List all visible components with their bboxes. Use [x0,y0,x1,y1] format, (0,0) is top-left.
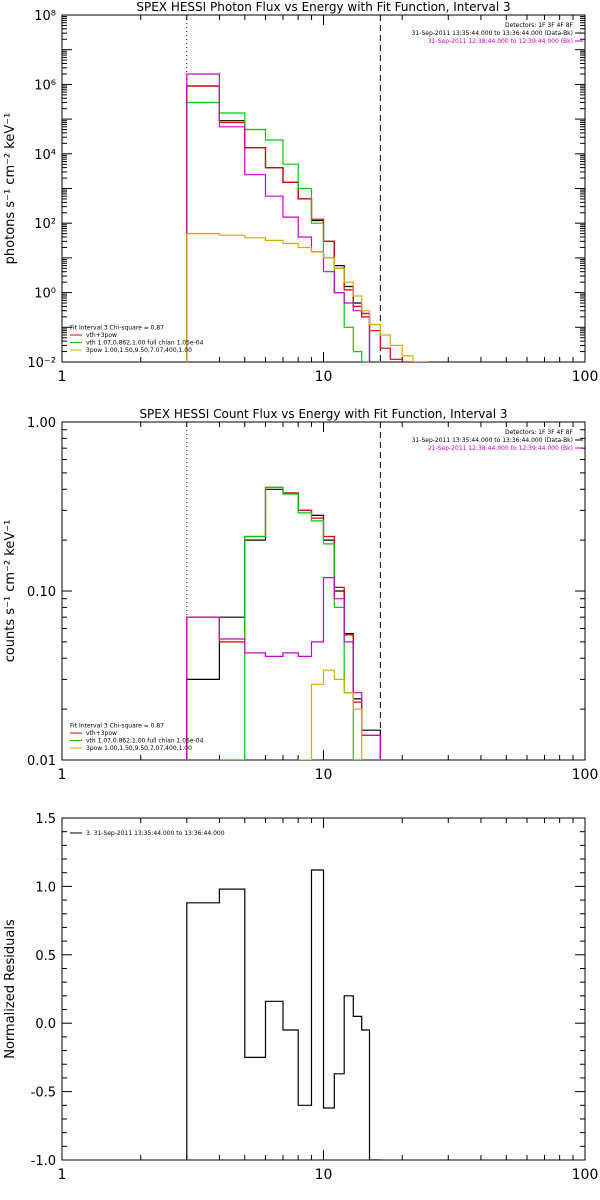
legend-entry: vth 1.07,0.862,1.00 full chian 1.05e-04 [86,738,204,745]
header-line: Detectors: 1F 3F 4F 8F [505,429,574,436]
y-axis-label: photons s⁻¹ cm⁻² keV⁻¹ [3,113,18,265]
y-tick-label: 1.0 [35,880,56,895]
y-tick-label: 10⁰ [34,287,56,302]
legend-entry: Fit Interval 3 Chi-square = 0.87 [70,325,164,332]
legend-entry: Fit Interval 3 Chi-square = 0.87 [70,723,164,730]
legend-entry: vth+3pow [86,332,117,339]
chart-title: SPEX HESSI Count Flux vs Energy with Fit… [139,407,507,421]
y-tick-label: 1.00 [27,416,56,431]
y-tick-label: -1.0 [31,1154,56,1169]
header-line: Detectors: 1F 3F 4F 8F [505,22,574,29]
plot-frame [61,14,586,363]
series-4-line [186,233,428,362]
legend-entry: vth+3pow [86,730,117,737]
x-tick-label: 100 [572,767,599,783]
legend-entry: 3pow 1.00,1.50,9.50,7.07,400,1.00 [86,347,192,354]
y-tick-label: 0.0 [35,1017,56,1032]
header-line: 31-Sep-2011 12:38:44.000 to 12:39:44.000… [428,38,573,45]
header-line: 31-Sep-2011 13:35:44.000 to 13:36:44.000… [412,437,573,444]
x-tick-label: 10 [315,767,333,783]
series-3-line [186,73,371,362]
x-tick-label: 10 [315,369,333,385]
y-tick-label: -0.5 [31,1086,56,1101]
series-0-line [186,488,381,760]
y-tick-label: 1.5 [35,812,56,827]
x-tick-label: 100 [572,369,599,385]
legend-entry: vth 1.07,0.862,1.00 full chian 1.05e-04 [86,340,204,347]
residuals-chart: Normalized Residuals 1 10 100 -1.0 -0.5 0.0 0.5… [3,812,598,1183]
x-tick-label: 10 [315,1167,333,1183]
y-tick-label: 10⁻² [27,356,56,371]
y-tick-label: 10² [34,217,56,232]
y-tick-label: 0.01 [27,754,56,769]
x-tick-label: 1 [58,369,67,385]
series-1-line [186,486,381,760]
header-line: 21-Sep-2011 12:38:44.000 to 12:39:44.000… [428,445,573,452]
chart-title: SPEX HESSI Photon Flux vs Energy with Fi… [136,0,510,14]
series-1-line [186,85,428,362]
x-tick-label: 100 [572,1167,599,1183]
y-tick-label: 0.10 [27,585,56,600]
series-2-line [186,101,370,362]
y-axis-label: counts s⁻¹ cm⁻² keV⁻¹ [3,520,18,663]
y-axis-label: Normalized Residuals [3,919,18,1059]
x-tick-label: 1 [58,1167,67,1183]
legend-entry: 3pow 1.00,1.50,9.50,7.07,400,1.00 [86,745,192,752]
count-flux-chart: SPEX HESSI Count Flux vs Energy with Fit… [3,407,598,783]
series-2-line [219,486,362,760]
photon-flux-chart: SPEX HESSI Photon Flux vs Energy with Fi… [3,0,598,385]
y-tick-label: 10⁶ [34,78,56,93]
x-tick-label: 1 [58,767,67,783]
series-0-line [186,869,381,1160]
series-4-line [298,669,363,760]
y-tick-label: 10⁸ [34,9,56,24]
series-3-line [186,577,381,760]
legend-entry: 3. 31-Sep-2011 13:35:44.000 to 13:36:44.… [86,830,225,837]
header-line: 31-Sep-2011 13:35:44.000 to 13:36:44.000… [412,30,573,37]
y-tick-label: 0.5 [35,949,56,964]
series-0-line [186,85,371,362]
y-tick-label: 10⁴ [34,148,56,163]
